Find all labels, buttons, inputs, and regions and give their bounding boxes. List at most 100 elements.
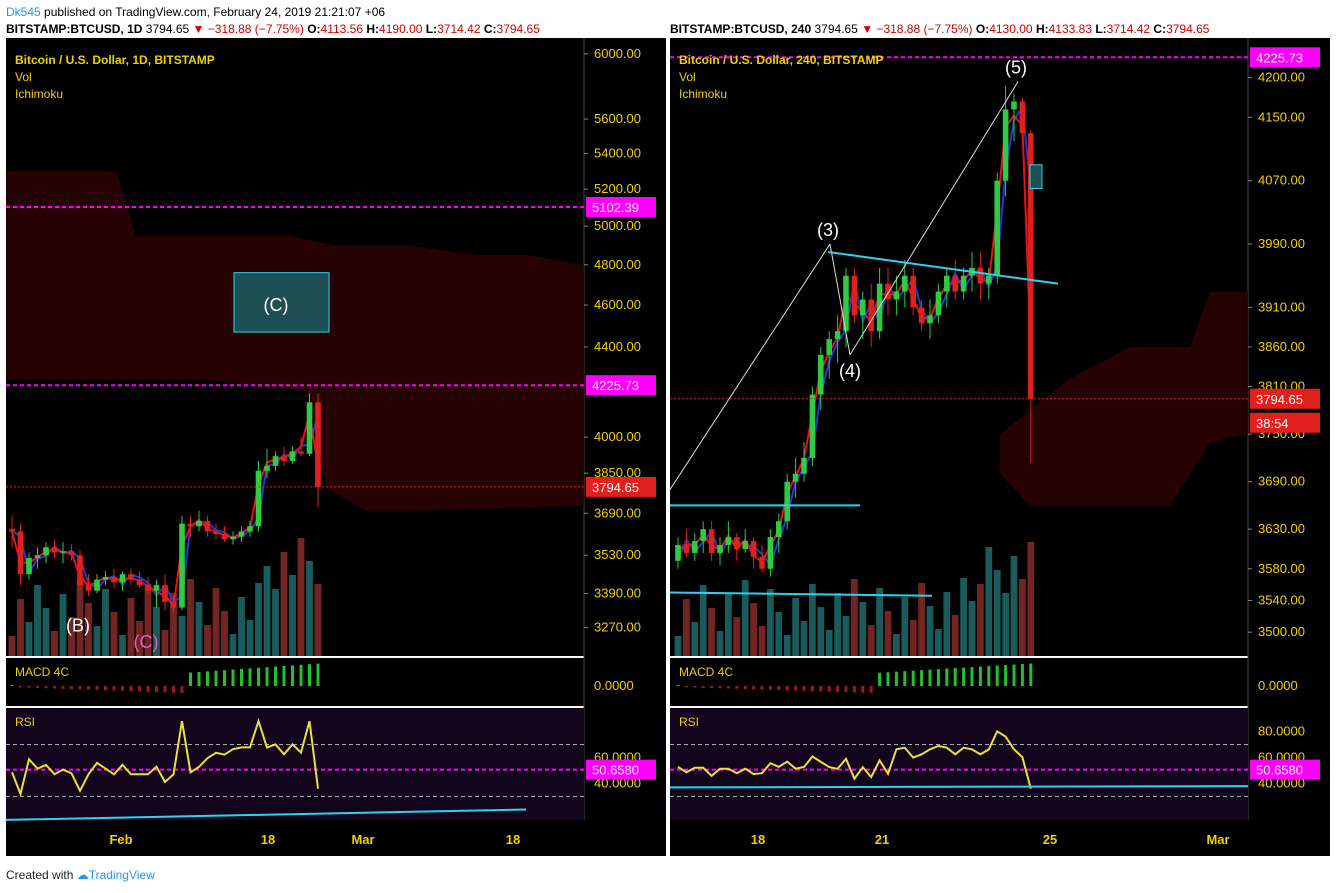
candle-body: [918, 307, 925, 324]
macd-pane-bg: [670, 658, 1248, 706]
left-high: 4190.00: [379, 22, 423, 36]
price-tick-label: 3690.00: [1258, 474, 1305, 489]
candle-body: [843, 275, 849, 332]
candle-body: [179, 523, 185, 608]
macd-pane-bg: [6, 658, 584, 706]
candle-body: [17, 531, 24, 575]
candle-body: [9, 528, 15, 532]
left-low: 3714.42: [437, 22, 481, 36]
macd-bar: [308, 664, 311, 686]
macd-bar: [61, 686, 65, 689]
candle-body: [708, 529, 715, 553]
candle-body: [776, 521, 782, 538]
candle-body: [927, 315, 933, 324]
footer: Created with ☁TradingView: [6, 868, 155, 882]
legend-item-1: Vol: [679, 70, 696, 84]
volume-bar: [817, 607, 825, 656]
price-tick-label: 3540.00: [1258, 592, 1305, 607]
candle-body: [94, 579, 100, 591]
candle-body: [111, 576, 117, 583]
macd-bar: [978, 666, 982, 686]
rsi-band: [670, 708, 1248, 820]
candle-body: [196, 521, 202, 527]
volume-bar: [859, 602, 867, 656]
candle-body: [204, 521, 211, 532]
rsi-label: RSI: [679, 715, 699, 729]
volume-bar: [229, 634, 237, 656]
volume-bar: [25, 622, 33, 656]
volume-bar: [8, 636, 16, 656]
volume-bar: [960, 578, 967, 656]
left-quote: BITSTAMP:BTCUSD, 1D 3794.65 ▼ −318.88 (−…: [6, 22, 540, 36]
rsi-tag: 50.6580: [1256, 763, 1303, 778]
candle-body: [289, 451, 296, 462]
price-axis-bg: [584, 38, 666, 820]
macd-bar: [155, 686, 158, 693]
volume-bar: [716, 631, 724, 656]
right-last: 3794.65: [814, 22, 858, 36]
volume-bar: [893, 634, 900, 656]
tradingview-logo-icon[interactable]: ☁: [76, 868, 89, 882]
candle-body: [792, 473, 799, 482]
candle-body: [170, 601, 177, 608]
price-tag-bg: [1250, 47, 1320, 68]
candle-body: [34, 555, 41, 558]
candle-body: [221, 534, 228, 540]
right-symbol: BITSTAMP:BTCUSD, 240: [670, 22, 812, 36]
rsi-tag-bg: [1250, 759, 1320, 780]
candle-body: [136, 579, 143, 586]
left-change: −318.88 (−7.75%): [207, 22, 304, 36]
time-axis-bg: [6, 820, 666, 856]
candle-body: [851, 275, 858, 316]
macd-bar: [836, 686, 840, 692]
volume-bar: [34, 585, 41, 656]
macd-bar: [844, 686, 848, 693]
ichimoku-cloud: [6, 171, 584, 511]
macd-bar: [112, 686, 116, 691]
candle-body: [51, 547, 58, 553]
macd-bar: [701, 686, 705, 688]
volume-bar: [76, 580, 84, 656]
wave-label-c: (C): [264, 295, 289, 315]
macd-bar: [752, 686, 756, 690]
left-chart[interactable]: Bitcoin / U.S. Dollar, 1D, BITSTAMP Vol Ic…: [6, 38, 666, 858]
macd-bar: [911, 670, 915, 686]
volume-bar: [68, 617, 75, 656]
macd-bar: [95, 686, 99, 690]
candle-body: [944, 275, 950, 292]
author-link[interactable]: Dk545: [6, 5, 41, 19]
macd-bar: [1020, 664, 1024, 686]
macd-bar: [945, 668, 949, 686]
macd-bar: [894, 671, 898, 686]
publish-line: Dk545 published on TradingView.com, Febr…: [6, 5, 385, 19]
price-tick-label: 5600.00: [594, 111, 641, 126]
candle-body: [162, 585, 168, 602]
macd-bar: [987, 666, 991, 686]
volume-bar: [93, 626, 101, 656]
footer-brand[interactable]: TradingView: [88, 868, 155, 882]
volume-bar: [85, 603, 92, 656]
trendline-low: [670, 591, 933, 597]
volume-bar: [110, 612, 118, 656]
volume-bar: [136, 621, 143, 656]
candle-body: [1028, 133, 1034, 399]
time-tick: Mar: [351, 832, 374, 847]
right-chart[interactable]: Bitcoin / U.S. Dollar, 240, BITSTAMP Vol I…: [670, 38, 1330, 858]
candle-body: [910, 275, 916, 308]
macd-bar: [693, 686, 697, 688]
macd-bar: [886, 672, 890, 686]
macd-bar: [265, 667, 269, 686]
price-tag-bg: [586, 197, 656, 218]
candle-body: [809, 394, 816, 458]
candle-body: [298, 451, 304, 454]
volume-bar: [178, 616, 186, 656]
price-tag-bg: [1250, 388, 1320, 409]
macd-bar: [819, 686, 823, 692]
macd-bar: [718, 686, 722, 689]
macd-bar: [78, 686, 82, 690]
macd-bar: [70, 686, 73, 690]
candle-body: [153, 585, 160, 591]
candle-body: [675, 545, 681, 561]
right-open: 4130.00: [989, 22, 1033, 36]
candle-body: [230, 536, 236, 540]
